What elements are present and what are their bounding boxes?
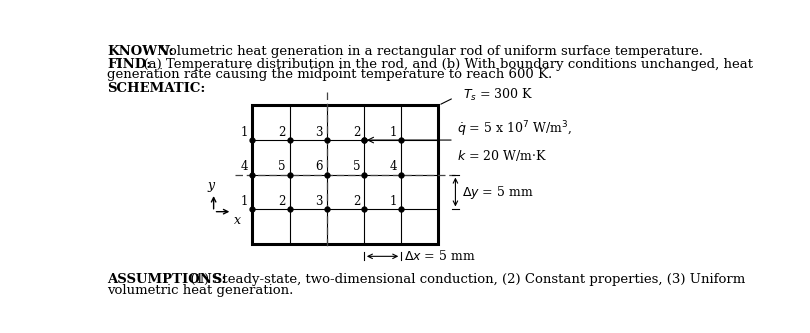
Text: 4: 4	[241, 160, 249, 173]
Text: 2: 2	[352, 126, 360, 139]
Text: 6: 6	[315, 160, 323, 173]
Text: 2: 2	[279, 195, 286, 208]
Text: 1: 1	[241, 126, 249, 139]
Text: 1: 1	[390, 126, 397, 139]
Text: 1: 1	[241, 195, 249, 208]
Bar	[253, 106, 438, 244]
Text: 5: 5	[352, 160, 360, 173]
Text: 3: 3	[315, 195, 323, 208]
Text: $\dot{q}$ = 5 x 10$^7$ W/m$^3$,: $\dot{q}$ = 5 x 10$^7$ W/m$^3$,	[457, 119, 572, 139]
Text: y: y	[207, 178, 215, 192]
Text: x: x	[234, 214, 241, 227]
Text: 4: 4	[390, 160, 397, 173]
Text: $T_s$ = 300 K: $T_s$ = 300 K	[463, 87, 534, 103]
Text: 2: 2	[279, 126, 286, 139]
Text: volumetric heat generation.: volumetric heat generation.	[108, 284, 294, 297]
Text: Volumetric heat generation in a rectangular rod of uniform surface temperature.: Volumetric heat generation in a rectangu…	[152, 45, 703, 58]
Text: 3: 3	[315, 126, 323, 139]
Text: (a) Temperature distribution in the rod, and (b) With boundary conditions unchan: (a) Temperature distribution in the rod,…	[135, 58, 753, 71]
Text: KNOWN:: KNOWN:	[108, 45, 174, 58]
Text: 2: 2	[352, 195, 360, 208]
Text: (1) Steady-state, two-dimensional conduction, (2) Constant properties, (3) Unifo: (1) Steady-state, two-dimensional conduc…	[182, 273, 745, 286]
Text: $\Delta x$ = 5 mm: $\Delta x$ = 5 mm	[404, 249, 475, 263]
Text: generation rate causing the midpoint temperature to reach 600 K.: generation rate causing the midpoint tem…	[108, 69, 552, 82]
Text: $k$ = 20 W/m·K: $k$ = 20 W/m·K	[457, 148, 547, 163]
Text: 5: 5	[278, 160, 286, 173]
Text: FIND:: FIND:	[108, 58, 151, 71]
Text: $\Delta y$ = 5 mm: $\Delta y$ = 5 mm	[462, 183, 533, 200]
Text: 1: 1	[390, 195, 397, 208]
Text: ASSUMPTIONS:: ASSUMPTIONS:	[108, 273, 227, 286]
Text: SCHEMATIC:: SCHEMATIC:	[108, 82, 206, 95]
